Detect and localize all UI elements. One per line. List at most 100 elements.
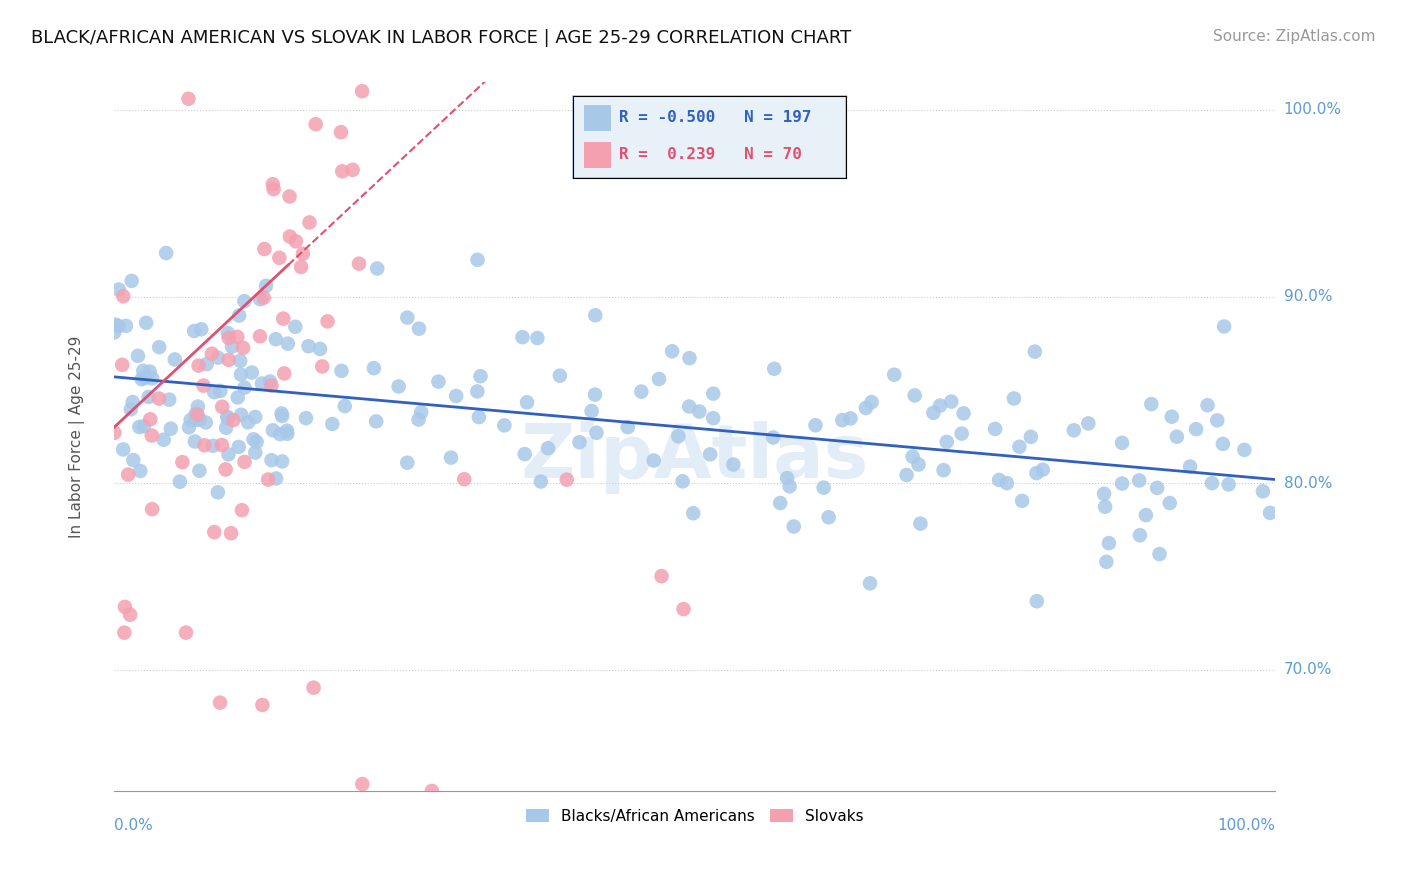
Point [1212, 437, 1234, 451]
Point [190, 322, 212, 336]
Point [201, 347, 224, 361]
Point [585, 425, 607, 440]
Point [682, 506, 704, 520]
Point [427, 375, 450, 389]
Point [699, 447, 721, 461]
Point [1098, 536, 1121, 550]
Point [254, 278, 277, 293]
Point [138, 390, 160, 404]
Point [243, 409, 266, 424]
Point [193, 438, 215, 452]
Point [408, 321, 430, 335]
Point [249, 329, 271, 343]
Point [1149, 547, 1171, 561]
Point [1160, 409, 1182, 424]
Point [122, 453, 145, 467]
Point [316, 314, 339, 328]
Point [396, 310, 419, 325]
Point [260, 453, 283, 467]
Point [513, 447, 536, 461]
Point [444, 389, 467, 403]
Point [195, 357, 218, 371]
Point [215, 462, 238, 476]
Point [240, 366, 263, 380]
Point [537, 441, 560, 455]
Point [218, 331, 240, 345]
Point [494, 418, 516, 433]
Point [134, 371, 156, 385]
Point [1159, 496, 1181, 510]
Point [526, 331, 548, 345]
Point [180, 413, 202, 427]
Point [229, 353, 252, 368]
Point [262, 423, 284, 437]
Point [177, 420, 200, 434]
Point [1111, 476, 1133, 491]
Point [231, 503, 253, 517]
Point [107, 318, 129, 333]
Point [221, 340, 243, 354]
Point [922, 406, 945, 420]
Point [202, 525, 225, 540]
Point [117, 467, 139, 482]
Point [672, 475, 695, 489]
Point [583, 387, 606, 401]
Point [231, 408, 253, 422]
Point [187, 359, 209, 373]
Point [157, 392, 180, 407]
Point [530, 475, 553, 489]
Point [139, 365, 162, 379]
Point [651, 569, 673, 583]
Point [217, 411, 239, 425]
Point [245, 445, 267, 459]
Text: 0.0%: 0.0% [114, 818, 153, 833]
Point [453, 472, 475, 486]
Point [1025, 466, 1047, 480]
Point [201, 439, 224, 453]
Point [910, 516, 932, 531]
Point [120, 607, 142, 622]
Point [278, 229, 301, 244]
Point [984, 422, 1007, 436]
Point [184, 407, 207, 421]
Point [1032, 463, 1054, 477]
Point [907, 458, 929, 472]
Point [228, 309, 250, 323]
Point [1077, 417, 1099, 431]
Point [804, 418, 827, 433]
Point [661, 344, 683, 359]
Point [779, 479, 801, 493]
Point [263, 182, 285, 196]
Point [678, 400, 700, 414]
Point [233, 455, 256, 469]
Point [269, 427, 291, 442]
Point [1251, 484, 1274, 499]
Point [467, 384, 489, 399]
Point [250, 376, 273, 391]
Point [831, 413, 853, 427]
Point [129, 464, 152, 478]
Point [512, 330, 534, 344]
Point [103, 326, 125, 340]
Point [163, 352, 186, 367]
Point [297, 339, 319, 353]
Point [290, 260, 312, 274]
Point [817, 510, 839, 524]
Point [120, 402, 142, 417]
Point [643, 453, 665, 467]
Point [666, 429, 689, 443]
Point [187, 400, 209, 414]
Point [276, 424, 298, 438]
Point [218, 352, 240, 367]
Point [217, 447, 239, 461]
Point [1213, 319, 1236, 334]
Point [1166, 430, 1188, 444]
Point [259, 375, 281, 389]
Point [193, 378, 215, 392]
Point [1233, 442, 1256, 457]
Point [1094, 500, 1116, 514]
Point [1095, 555, 1118, 569]
Text: Source: ZipAtlas.com: Source: ZipAtlas.com [1212, 29, 1375, 44]
Point [188, 464, 211, 478]
Point [1178, 459, 1201, 474]
